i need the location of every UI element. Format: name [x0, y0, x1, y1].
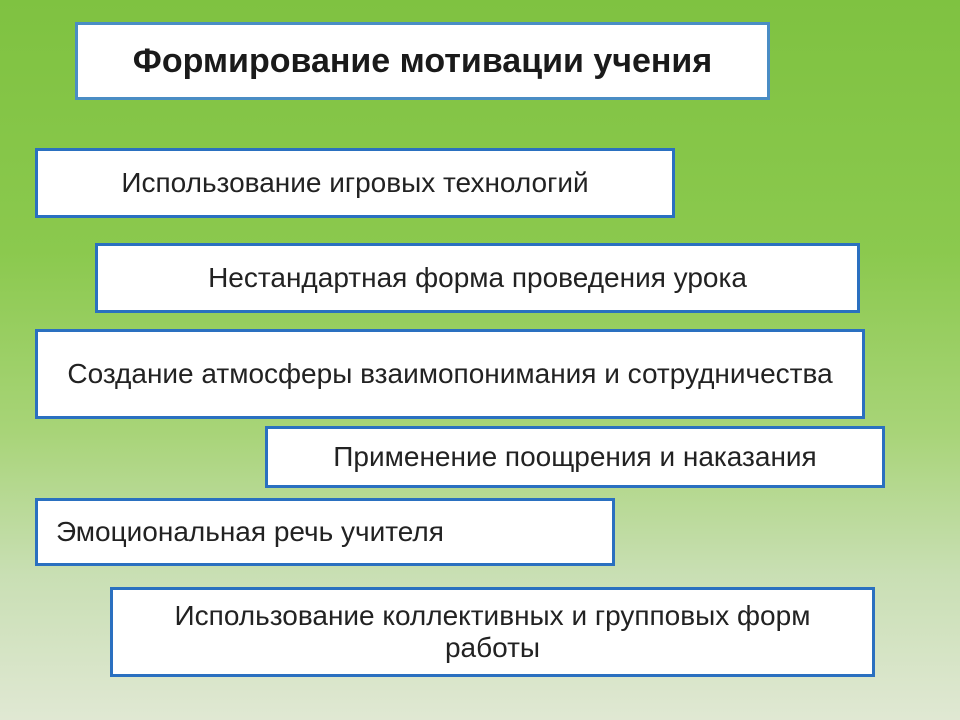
item-box-2: Создание атмосферы взаимопонимания и сот… — [35, 329, 865, 419]
item-text: Нестандартная форма проведения урока — [208, 262, 747, 294]
item-box-4: Эмоциональная речь учителя — [35, 498, 615, 566]
item-text: Применение поощрения и наказания — [333, 441, 816, 473]
title-box: Формирование мотивации учения — [75, 22, 770, 100]
title-text: Формирование мотивации учения — [133, 42, 712, 81]
item-text: Использование коллективных и групповых ф… — [131, 600, 854, 664]
item-text: Эмоциональная речь учителя — [56, 516, 444, 548]
item-box-1: Нестандартная форма проведения урока — [95, 243, 860, 313]
item-box-0: Использование игровых технологий — [35, 148, 675, 218]
item-box-3: Применение поощрения и наказания — [265, 426, 885, 488]
item-text: Создание атмосферы взаимопонимания и сот… — [67, 358, 832, 390]
item-text: Использование игровых технологий — [121, 167, 588, 199]
item-box-5: Использование коллективных и групповых ф… — [110, 587, 875, 677]
